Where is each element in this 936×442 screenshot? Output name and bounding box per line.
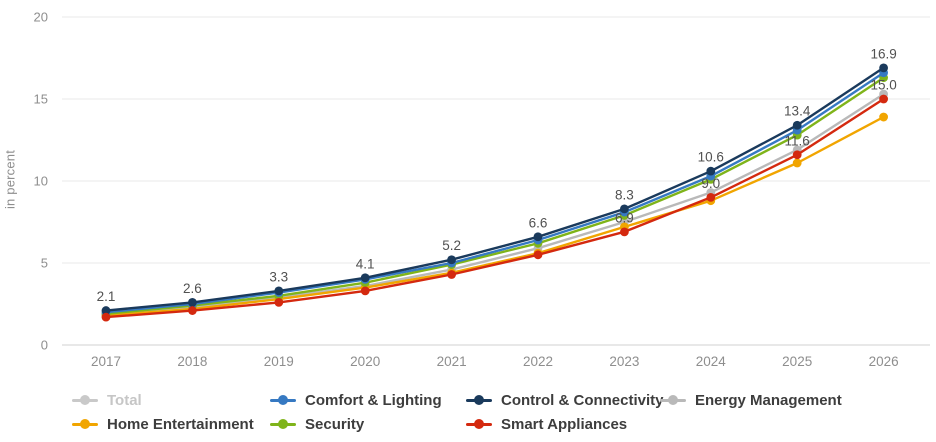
data-point-smart-appliances-2019[interactable] [274, 297, 284, 307]
legend-item-control-connectivity[interactable]: Control & Connectivity [466, 390, 664, 410]
line-chart: 0 5 10 15 20 2017 2018 2019 2020 2021 2022 2023 2024… [34, 10, 930, 369]
legend-item-total[interactable]: Total [72, 390, 142, 410]
value-label: 8.3 [615, 187, 634, 202]
value-label: 4.1 [356, 256, 375, 271]
data-point-smart-appliances-2025[interactable] [792, 150, 802, 160]
series-comfort-lighting [101, 68, 888, 317]
value-label: 11.6 [785, 133, 810, 148]
data-point-control-connectivity-2019[interactable] [274, 286, 284, 296]
legend-label: Comfort & Lighting [305, 391, 442, 409]
y-tick-label: 10 [34, 174, 48, 189]
legend-label: Total [107, 391, 142, 409]
legend-label: Energy Management [695, 391, 842, 409]
legend-label: Security [305, 415, 365, 433]
series-control-connectivity [101, 63, 888, 315]
total-legend-marker-icon [72, 395, 98, 406]
value-label: 2.1 [97, 289, 116, 304]
series-line-comfort-lighting[interactable] [105, 71, 885, 314]
y-axis-title: in percent [2, 149, 18, 210]
gridlines: 0 5 10 15 20 [34, 10, 930, 353]
x-tick-label: 2023 [609, 354, 639, 369]
series-line-control-connectivity[interactable] [105, 66, 885, 312]
data-point-home-entertainment-2026[interactable] [879, 112, 888, 122]
y-tick-label: 20 [34, 10, 48, 25]
data-point-smart-appliances-2024[interactable] [706, 193, 716, 202]
value-label: 5.2 [442, 238, 461, 253]
home-entertainment-legend-marker-icon [72, 419, 98, 430]
legend-item-comfort-lighting[interactable]: Comfort & Lighting [270, 390, 442, 410]
x-tick-label: 2018 [177, 354, 207, 369]
x-tick-label: 2017 [91, 354, 121, 369]
legend-item-security[interactable]: Security [270, 414, 364, 434]
series-security [101, 73, 888, 319]
x-tick-label: 2021 [437, 354, 467, 369]
data-point-smart-appliances-2017[interactable] [101, 312, 111, 322]
data-point-control-connectivity-2018[interactable] [188, 297, 197, 307]
data-point-smart-appliances-2021[interactable] [447, 270, 456, 279]
energy-management-legend-marker-icon [660, 395, 686, 406]
comfort-lighting-legend-marker-icon [270, 395, 296, 406]
data-point-smart-appliances-2020[interactable] [360, 286, 370, 296]
legend-label: Control & Connectivity [501, 391, 664, 409]
x-tick-label: 2022 [523, 354, 553, 369]
data-point-smart-appliances-2026[interactable] [879, 94, 888, 104]
data-point-control-connectivity-2022[interactable] [533, 232, 543, 242]
value-label: 3.3 [269, 269, 288, 284]
x-tick-label: 2026 [869, 354, 899, 369]
data-point-smart-appliances-2022[interactable] [533, 250, 543, 260]
value-label: 16.9 [870, 46, 896, 61]
value-label: 6.9 [615, 210, 634, 225]
value-label: 10.6 [698, 150, 724, 165]
smart-appliances-legend-marker-icon [466, 419, 492, 430]
x-tick-label: 2019 [264, 354, 294, 369]
series-line-security[interactable] [105, 76, 885, 315]
legend-item-energy-management[interactable]: Energy Management [660, 390, 842, 410]
data-point-control-connectivity-2017[interactable] [101, 306, 111, 315]
data-point-home-entertainment-2025[interactable] [792, 158, 802, 168]
value-labels: 2.1 2.6 3.3 4.1 5.2 6.6 8.3 10.6 13.4 16.9 6.9 9.0 1… [97, 46, 897, 304]
y-tick-label: 0 [41, 338, 48, 353]
data-point-control-connectivity-2026[interactable] [879, 63, 888, 73]
value-label: 2.6 [183, 281, 202, 296]
y-tick-label: 15 [34, 92, 48, 107]
x-tick-label: 2025 [782, 354, 812, 369]
legend-label: Home Entertainment [107, 415, 254, 433]
x-axis-labels: 2017 2018 2019 2020 2021 2022 2023 2024 2025 2026 [91, 354, 899, 369]
value-label: 13.4 [784, 104, 811, 119]
legend-item-smart-appliances[interactable]: Smart Appliances [466, 414, 627, 434]
control-connectivity-legend-marker-icon [466, 395, 492, 406]
y-tick-label: 5 [41, 256, 48, 271]
value-label: 15.0 [870, 78, 896, 93]
data-point-smart-appliances-2023[interactable] [620, 227, 629, 237]
data-point-control-connectivity-2024[interactable] [706, 166, 716, 176]
series-line-energy-management[interactable] [105, 93, 885, 315]
x-tick-label: 2020 [350, 354, 380, 369]
data-point-control-connectivity-2025[interactable] [792, 120, 802, 130]
security-legend-marker-icon [270, 419, 296, 430]
data-point-control-connectivity-2021[interactable] [447, 255, 456, 265]
legend-item-home-entertainment[interactable]: Home Entertainment [72, 414, 254, 434]
series-smart-appliances [101, 94, 888, 322]
data-point-control-connectivity-2023[interactable] [620, 204, 629, 214]
series-line-smart-appliances[interactable] [105, 97, 885, 319]
series-line-home-entertainment[interactable] [105, 115, 885, 317]
chart-legend: Total Comfort & Lighting Control & Connect… [0, 383, 936, 439]
x-tick-label: 2024 [696, 354, 727, 369]
value-label: 9.0 [701, 176, 720, 191]
value-label: 6.6 [529, 215, 548, 230]
legend-label: Smart Appliances [501, 415, 628, 433]
series-energy-management [101, 89, 888, 319]
data-point-control-connectivity-2020[interactable] [360, 273, 370, 283]
data-point-smart-appliances-2018[interactable] [188, 306, 197, 315]
